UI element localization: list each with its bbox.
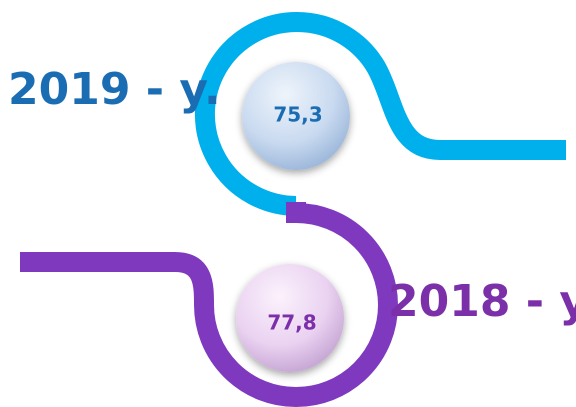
circle-2018 <box>236 264 344 372</box>
purple-band <box>20 202 398 407</box>
value-label: 75,3 <box>273 103 322 127</box>
value-label: 77,8 <box>267 311 316 335</box>
cyan-band <box>194 12 566 216</box>
year-label: 2019 - y. <box>8 64 221 115</box>
circle-2019 <box>242 62 350 170</box>
year-label: 2018 - y. <box>388 276 576 327</box>
